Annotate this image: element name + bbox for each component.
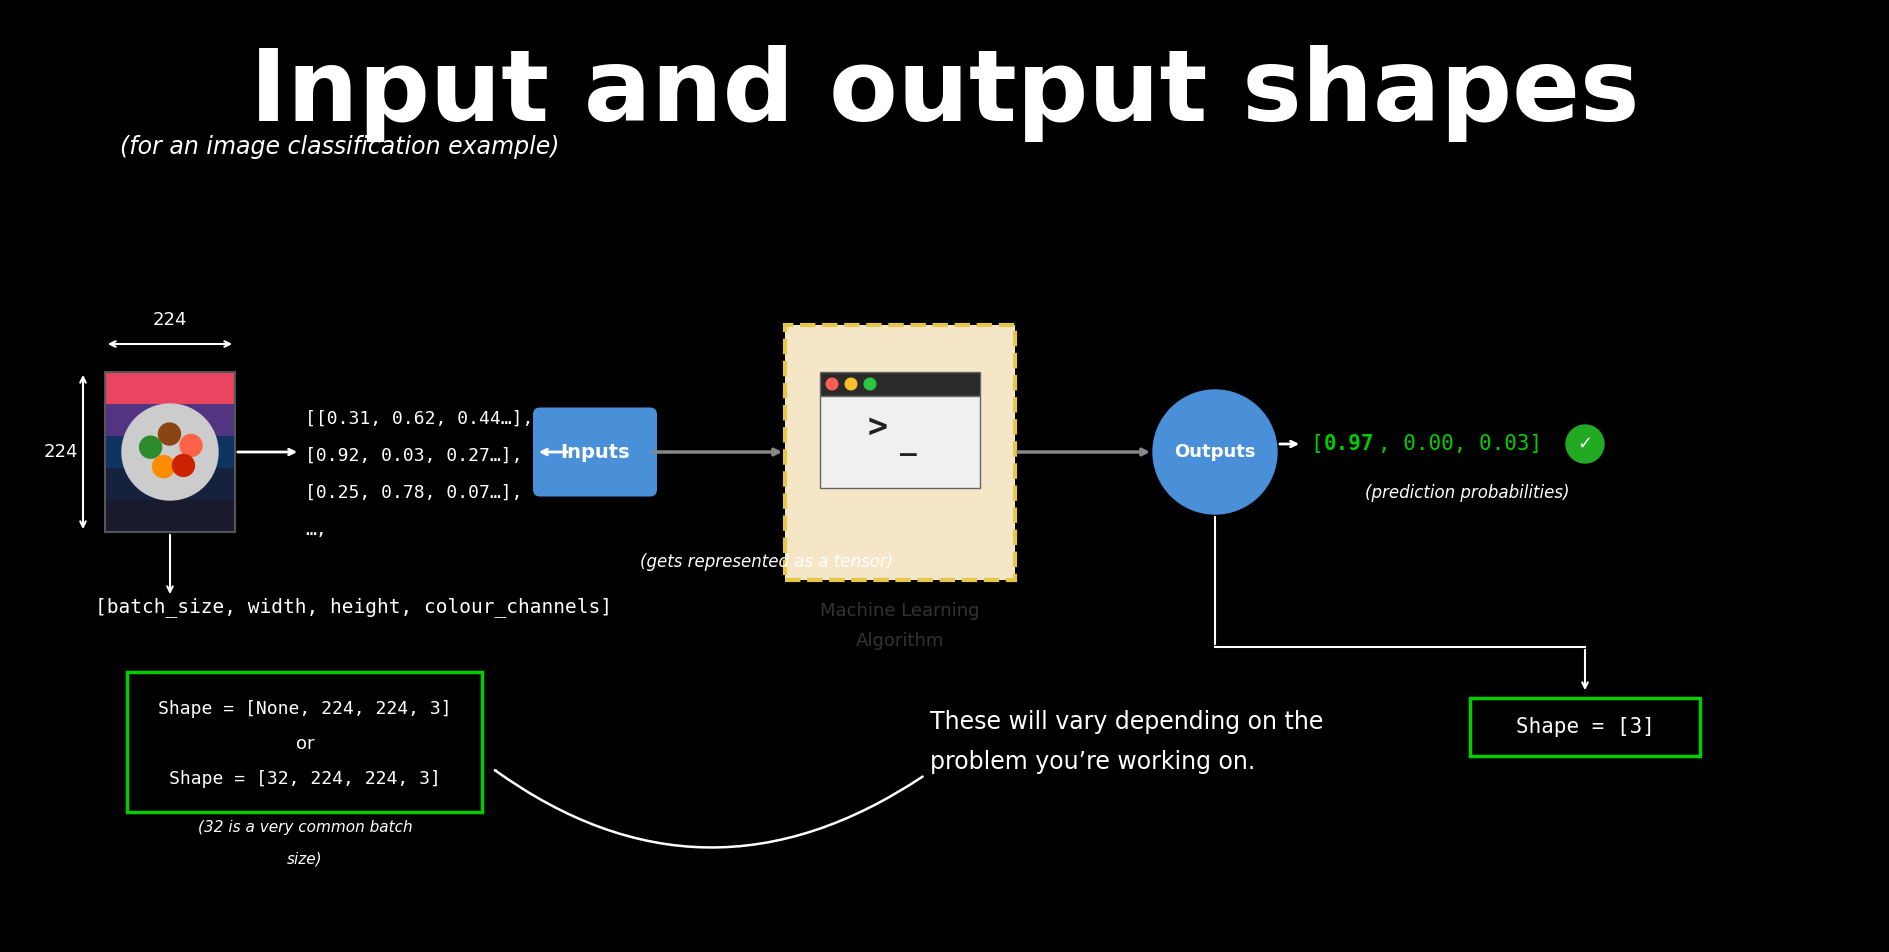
FancyArrowPatch shape [495, 770, 922, 847]
Text: (prediction probabilities): (prediction probabilities) [1364, 484, 1568, 502]
Bar [106, 372, 234, 404]
Text: , 0.00, 0.03]: , 0.00, 0.03] [1377, 434, 1541, 454]
Bar [820, 395, 980, 487]
Text: 224: 224 [43, 443, 77, 461]
Text: Outputs: Outputs [1173, 443, 1254, 461]
Bar [106, 404, 234, 436]
Text: 224: 224 [153, 311, 187, 329]
Circle shape [172, 454, 195, 476]
Text: These will vary depending on the: These will vary depending on the [929, 710, 1322, 734]
Text: problem you’re working on.: problem you’re working on. [929, 750, 1254, 774]
Circle shape [844, 378, 856, 389]
Bar [106, 372, 234, 532]
Text: >: > [867, 410, 888, 444]
Circle shape [1152, 390, 1277, 514]
Text: or: or [295, 735, 314, 753]
Text: (for an image classification example): (for an image classification example) [119, 135, 559, 159]
Bar [820, 372, 980, 395]
Text: ✓: ✓ [1577, 435, 1592, 453]
Text: 0.97: 0.97 [1324, 434, 1373, 454]
Text: Algorithm: Algorithm [856, 631, 944, 649]
Text: 🍕: 🍕 [1509, 347, 1528, 376]
Text: …,: …, [304, 521, 327, 539]
Bar [106, 500, 234, 532]
Text: Input and output shapes: Input and output shapes [249, 45, 1640, 142]
Text: Shape = [3]: Shape = [3] [1515, 717, 1653, 737]
Text: size): size) [287, 852, 323, 867]
Circle shape [159, 423, 179, 445]
Text: 🥩: 🥩 [1424, 347, 1443, 376]
Text: (32 is a very common batch: (32 is a very common batch [198, 820, 412, 835]
Circle shape [863, 378, 875, 389]
Text: Machine Learning: Machine Learning [820, 602, 979, 620]
Text: [[0.31, 0.62, 0.44…],: [[0.31, 0.62, 0.44…], [304, 410, 533, 428]
Circle shape [1566, 425, 1604, 463]
Text: Inputs: Inputs [559, 443, 629, 462]
Circle shape [140, 436, 161, 458]
Text: [: [ [1309, 434, 1322, 454]
Text: (gets represented as a tensor): (gets represented as a tensor) [640, 553, 893, 571]
Text: [batch_size, width, height, colour_channels]: [batch_size, width, height, colour_chann… [94, 597, 612, 617]
Text: 🥩: 🥩 [1339, 347, 1358, 376]
Circle shape [153, 456, 174, 478]
Text: Shape = [32, 224, 224, 3]: Shape = [32, 224, 224, 3] [168, 770, 440, 788]
Circle shape [825, 378, 837, 389]
Bar [106, 468, 234, 500]
Text: _: _ [899, 428, 916, 456]
Bar [106, 436, 234, 468]
FancyBboxPatch shape [784, 325, 1014, 580]
FancyBboxPatch shape [533, 407, 657, 497]
Text: [0.25, 0.78, 0.07…],: [0.25, 0.78, 0.07…], [304, 484, 521, 502]
Circle shape [123, 404, 217, 500]
Text: [0.92, 0.03, 0.27…],: [0.92, 0.03, 0.27…], [304, 447, 521, 465]
Circle shape [179, 434, 202, 457]
Text: Shape = [None, 224, 224, 3]: Shape = [None, 224, 224, 3] [159, 700, 451, 718]
